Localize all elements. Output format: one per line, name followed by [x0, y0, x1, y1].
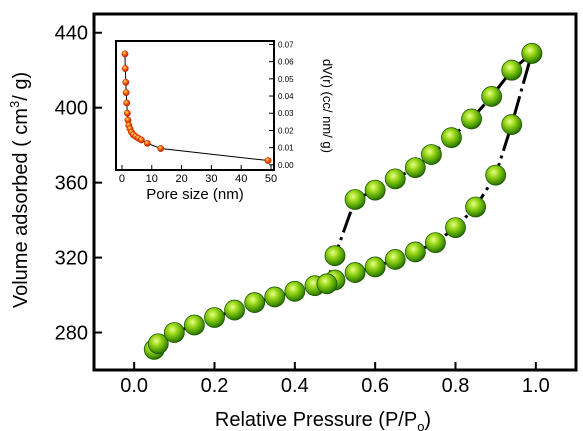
inset-point [121, 65, 129, 72]
inset-y-tick-label: 0.02 [278, 126, 294, 135]
main-series-1-point [485, 164, 507, 186]
main-x-tick-label: 0.6 [361, 375, 389, 397]
main-series-1-point [147, 333, 169, 355]
main-series-1-point [364, 256, 386, 278]
main-series-1-point [163, 322, 185, 343]
main-y-tick-label: 320 [55, 248, 88, 270]
main-series-2-point [420, 144, 442, 165]
main-series-2-point [481, 86, 503, 107]
inset-x-tick-label: 50 [265, 173, 277, 185]
main-series-2-point [316, 273, 338, 295]
main-series-1-point [404, 241, 426, 263]
inset-y-tick-label: 0.06 [278, 58, 294, 67]
main-series-1-point [445, 217, 466, 239]
main-series-2-point [364, 179, 386, 201]
main-series-2-point [344, 189, 366, 210]
main-y-tick-label: 400 [55, 98, 88, 120]
main-x-tick-label: 0.2 [201, 375, 229, 397]
inset-y-tick-label: 0.03 [278, 109, 294, 118]
inset-x-tick-label: 40 [235, 173, 247, 185]
main-series-1-point [465, 196, 486, 218]
inset-point [121, 50, 129, 58]
main-series-1-point [425, 232, 446, 253]
main-x-axis-title: Relative Pressure (P/Po) [215, 409, 431, 431]
main-series-1-point [284, 280, 306, 302]
main-series-1-point [384, 249, 406, 270]
main-series-2-point [521, 42, 543, 64]
inset-y-tick-label: 0.05 [278, 75, 294, 84]
main-series-2-point [404, 157, 426, 179]
main-series-1-point [264, 286, 286, 308]
main-x-tick-label: 0.4 [281, 375, 309, 397]
inset-y-axis-title: dV(r) (cc/ nm/ g) [320, 59, 335, 153]
main-series-1-point [224, 299, 245, 321]
main-series-2-point [384, 168, 406, 190]
inset-plot-frame [115, 40, 275, 171]
inset-y-tick-label: 0.07 [278, 40, 294, 49]
main-series-2-point [501, 59, 523, 81]
inset-point [143, 139, 151, 147]
inset-x-tick-label: 10 [146, 173, 158, 185]
main-data-points [143, 42, 543, 360]
inset-y-tick-label: 0.01 [278, 144, 294, 153]
main-x-tick-label: 1.0 [522, 375, 550, 397]
inset-point [123, 99, 131, 107]
inset-point [264, 157, 272, 164]
inset-x-tick-label: 20 [175, 173, 187, 185]
main-series-1-point [204, 307, 225, 328]
main-series-1-point [344, 262, 366, 283]
inset-axis-ticks: 0 10 20 30 40 500.00 0.01 0.02 0.03 0.04 0.05 0.06 0… [119, 40, 294, 185]
inset-point [137, 136, 145, 144]
inset-data-points [121, 50, 272, 164]
main-series-2-point [441, 127, 462, 149]
inset-y-tick-label: 0.04 [278, 92, 294, 101]
main-series-1-point [244, 292, 266, 313]
inset-point [122, 78, 130, 86]
inset-point [122, 89, 130, 97]
main-series-1-point [501, 114, 523, 135]
main-y-tick-label: 280 [55, 323, 88, 345]
inset-x-tick-label: 0 [119, 173, 125, 185]
inset-point [157, 145, 165, 152]
main-y-tick-label: 360 [55, 173, 88, 195]
main-y-axis-title: Volume adsorbed ( cm3/ g) [7, 72, 32, 308]
main-x-tick-label: 0.8 [442, 375, 470, 397]
inset-y-tick-label: 0.00 [278, 161, 294, 170]
inset-point [123, 109, 131, 117]
main-series-2-point [324, 245, 346, 267]
inset-x-tick-label: 30 [205, 173, 217, 185]
main-series-2-point [461, 108, 482, 130]
main-y-tick-label: 440 [55, 23, 88, 45]
main-x-tick-label: 0.0 [120, 375, 148, 397]
inset-x-axis-title: Pore size (nm) [146, 186, 244, 203]
main-series-1-point [184, 314, 205, 336]
